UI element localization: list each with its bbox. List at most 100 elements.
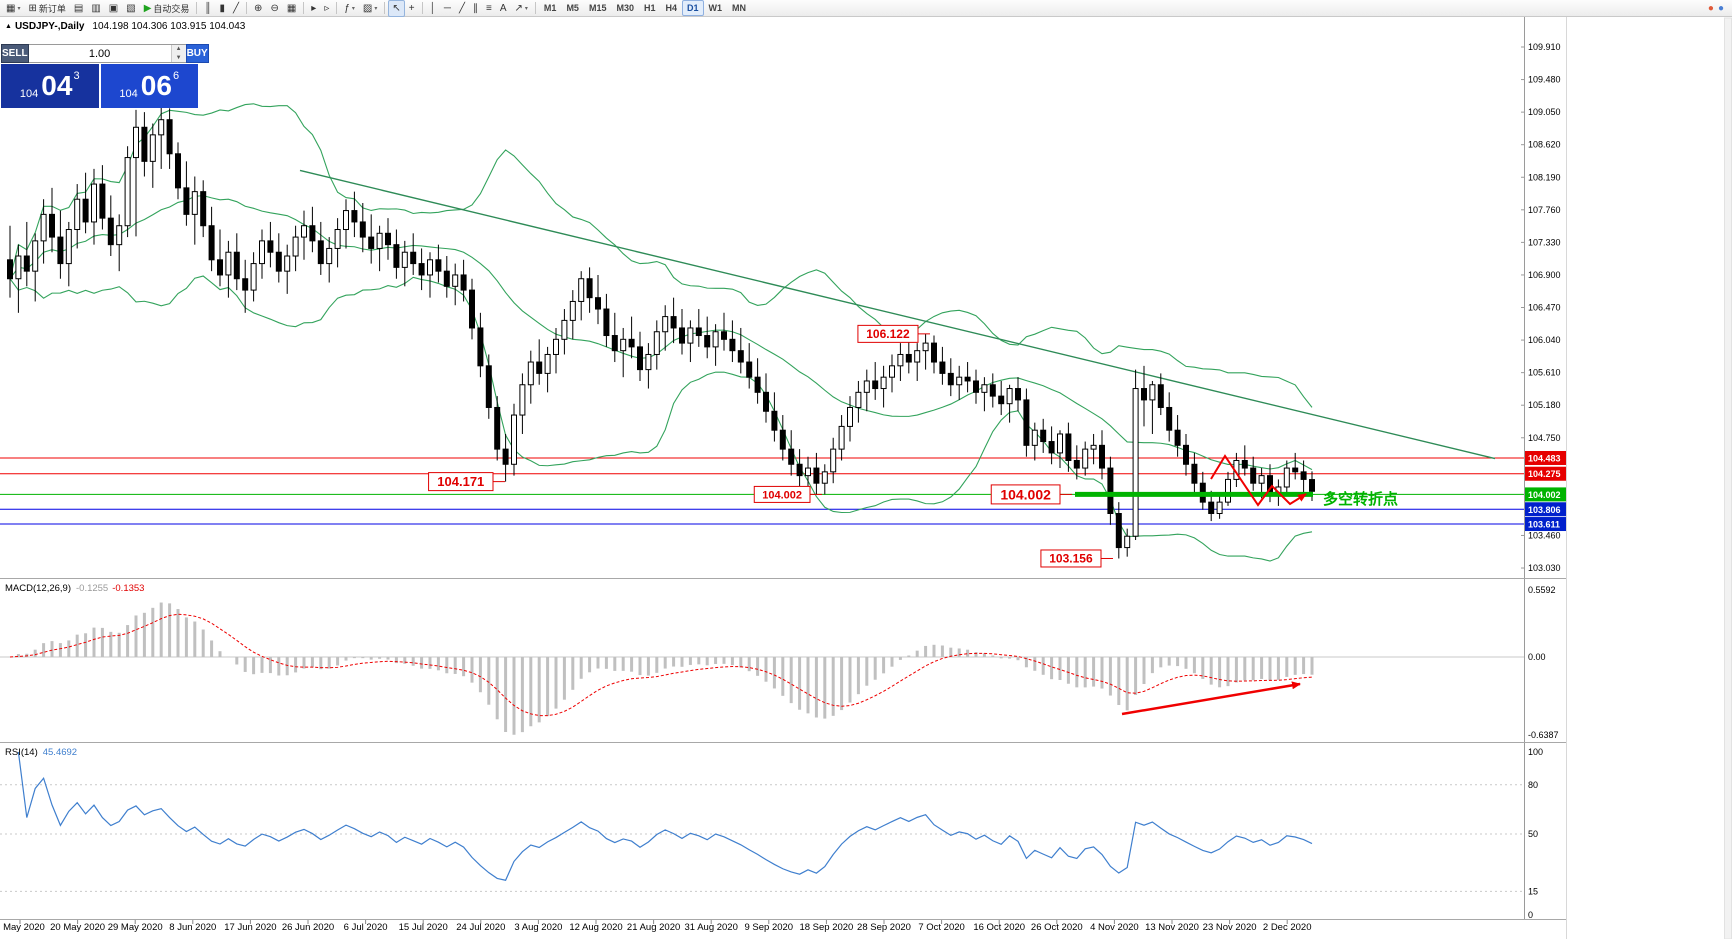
auto-scroll-button[interactable]: ▸ <box>307 0 320 17</box>
sell-price-prefix: 104 <box>19 88 39 100</box>
lot-increase-button[interactable]: ▲ <box>171 45 186 54</box>
sell-price-panel[interactable]: 104 04 3 <box>1 64 99 108</box>
price-label-104.002[interactable]: 104.002 <box>990 484 1072 505</box>
trendline-tool-button[interactable]: ╱ <box>455 0 469 17</box>
svg-text:8 Jun 2020: 8 Jun 2020 <box>169 922 216 933</box>
toolbar: ▦ ▾ ⊞ 新订单 ▤ ▥ ▣ ▧ ▶ 自动交易 ║ ▮ ╱ ⊕ ⊖ ▦ ▸ ▹ ƒ ▾ ▨ ▾ ↖ + │ ─ ╱ ∥ ≡ A ↗ ▾ M1 M… <box>0 0 1732 17</box>
svg-text:31 Aug 2020: 31 Aug 2020 <box>685 922 738 933</box>
indicators-list-icon: ƒ <box>344 2 350 14</box>
svg-text:12 Aug 2020: 12 Aug 2020 <box>569 922 622 933</box>
timeframe-w1-button[interactable]: W1 <box>708 3 723 13</box>
toolbar-separator <box>336 2 338 14</box>
navigator-button[interactable]: ▣ <box>105 0 122 17</box>
macd-trend-arrow[interactable] <box>1121 681 1301 716</box>
chart-shift-button[interactable]: ▹ <box>320 0 333 17</box>
price-badge-104.275 <box>1525 466 1566 481</box>
lot-decrease-button[interactable]: ▼ <box>171 53 186 62</box>
equidistant-channel-tool-button[interactable]: ∥ <box>469 0 482 17</box>
sell-button[interactable]: SELL <box>1 44 29 63</box>
price-label-106.122[interactable]: 106.122 <box>857 324 930 343</box>
lot-size-input[interactable] <box>28 45 171 62</box>
zoom-out-button[interactable]: ⊖ <box>266 0 282 17</box>
new-order-button[interactable]: ⊞ 新订单 <box>24 0 69 17</box>
crosshair-tool-button[interactable]: + <box>405 0 419 17</box>
timeframe-m15-button[interactable]: M15 <box>588 3 607 13</box>
toolbar-separator <box>303 2 305 14</box>
new-chart-dropdown-icon[interactable]: ▾ <box>17 5 21 12</box>
rsi-line <box>17 751 1313 881</box>
svg-text:109.050: 109.050 <box>1528 107 1561 117</box>
svg-text:13 Nov 2020: 13 Nov 2020 <box>1145 922 1199 933</box>
macd-label-text: MACD(12,26,9) <box>5 583 71 594</box>
collapse-arrow-icon[interactable]: ▲ <box>5 23 12 30</box>
text-tool-button[interactable]: A <box>496 0 511 17</box>
timeframe-m5-button[interactable]: M5 <box>566 3 579 13</box>
toolbar-separator <box>421 2 423 14</box>
annotation-text[interactable]: 多空转折点 <box>1323 490 1398 508</box>
buy-price-main: 06 <box>140 70 172 101</box>
price-axis[interactable]: 109.910 109.480 109.050 108.620 108.190 107.7… <box>1521 17 1566 920</box>
svg-text:104.002: 104.002 <box>1000 486 1051 502</box>
svg-text:105.610: 105.610 <box>1528 368 1561 378</box>
market-watch-button[interactable]: ▤ <box>70 0 87 17</box>
price-badge-103.806 <box>1525 502 1566 517</box>
terminal-button[interactable]: ▧ <box>122 0 139 17</box>
price-path-arrow[interactable] <box>1210 454 1307 507</box>
cursor-tool-button[interactable]: ↖ <box>388 0 405 17</box>
descending-trendline[interactable] <box>299 169 1496 460</box>
line-chart-type-button[interactable]: ╱ <box>229 0 243 17</box>
svg-text:109.480: 109.480 <box>1528 75 1561 85</box>
cursor-tool-icon: ↖ <box>392 2 401 14</box>
data-window-button[interactable]: ▥ <box>87 0 104 17</box>
svg-text:16 Oct 2020: 16 Oct 2020 <box>973 922 1025 933</box>
toolbar-separator <box>384 2 386 14</box>
timeframe-d1-button[interactable]: D1 <box>682 0 704 16</box>
indicators-list-button[interactable]: ƒ ▾ <box>340 0 359 17</box>
svg-text:0.5592: 0.5592 <box>1528 585 1556 595</box>
fibonacci-tool-button[interactable]: ≡ <box>482 0 496 17</box>
timeframe-m1-button[interactable]: M1 <box>543 3 557 13</box>
price-label-103.156[interactable]: 103.156 <box>1040 549 1113 568</box>
timeframe-m30-button[interactable]: M30 <box>616 3 634 13</box>
terminal-icon: ▧ <box>126 2 136 14</box>
chart-shift-icon: ▹ <box>324 2 330 14</box>
svg-text:104.171: 104.171 <box>437 474 484 489</box>
arrows-tool-button[interactable]: ↗ ▾ <box>511 0 532 17</box>
scrollbar[interactable] <box>1724 17 1732 939</box>
alerts-icon[interactable]: ● <box>1707 2 1714 14</box>
price-label-104.002[interactable]: 104.002 <box>753 485 822 503</box>
svg-text:1 May 2020: 1 May 2020 <box>0 922 45 933</box>
timeframe-h4-button[interactable]: H4 <box>665 3 678 13</box>
price-label-104.171[interactable]: 104.171 <box>428 472 505 492</box>
tile-windows-button[interactable]: ▦ <box>283 0 300 17</box>
templates-button[interactable]: ▨ ▾ <box>359 0 381 17</box>
new-chart-button[interactable]: ▦ ▾ <box>2 0 24 17</box>
autotrading-button[interactable]: ▶ 自动交易 <box>140 0 194 17</box>
timeframe-h1-button[interactable]: H1 <box>643 3 656 13</box>
arrows-tool-dropdown-icon[interactable]: ▾ <box>524 5 528 12</box>
buy-button[interactable]: BUY <box>185 44 209 63</box>
buy-price-pip: 6 <box>172 70 180 82</box>
bar-chart-type-button[interactable]: ║ <box>200 0 215 17</box>
ohlc-values: 104.198 104.306 103.915 104.043 <box>92 21 246 32</box>
price-badge-103.611 <box>1525 517 1566 532</box>
svg-text:103.030: 103.030 <box>1528 563 1561 573</box>
auto-scroll-icon: ▸ <box>311 2 317 14</box>
horizontal-line-tool-button[interactable]: ─ <box>440 0 455 17</box>
data-window-icon: ▥ <box>91 2 101 14</box>
rsi-indicator-label: RSI(14) 45.4692 <box>5 747 77 758</box>
timeframe-mn-button[interactable]: MN <box>732 3 747 13</box>
zoom-in-button[interactable]: ⊕ <box>250 0 266 17</box>
community-icon[interactable]: ● <box>1717 2 1724 14</box>
indicators-list-dropdown-icon[interactable]: ▾ <box>351 5 355 12</box>
svg-text:103.806: 103.806 <box>1528 505 1561 515</box>
svg-text:28 Sep 2020: 28 Sep 2020 <box>857 922 911 933</box>
candlestick-chart-type-button[interactable]: ▮ <box>216 0 230 17</box>
main-chart-plot[interactable]: 104.171 104.002 106.122 104.002 103.156 多空转折点 <box>0 103 1524 568</box>
templates-dropdown-icon[interactable]: ▾ <box>374 5 378 12</box>
svg-text:15: 15 <box>1528 886 1538 896</box>
vertical-line-tool-button[interactable]: │ <box>426 0 440 17</box>
buy-price-panel[interactable]: 104 06 6 <box>100 64 198 108</box>
date-axis[interactable]: 1 May 2020 20 May 2020 29 May 2020 8 Jun 20… <box>0 920 1311 933</box>
